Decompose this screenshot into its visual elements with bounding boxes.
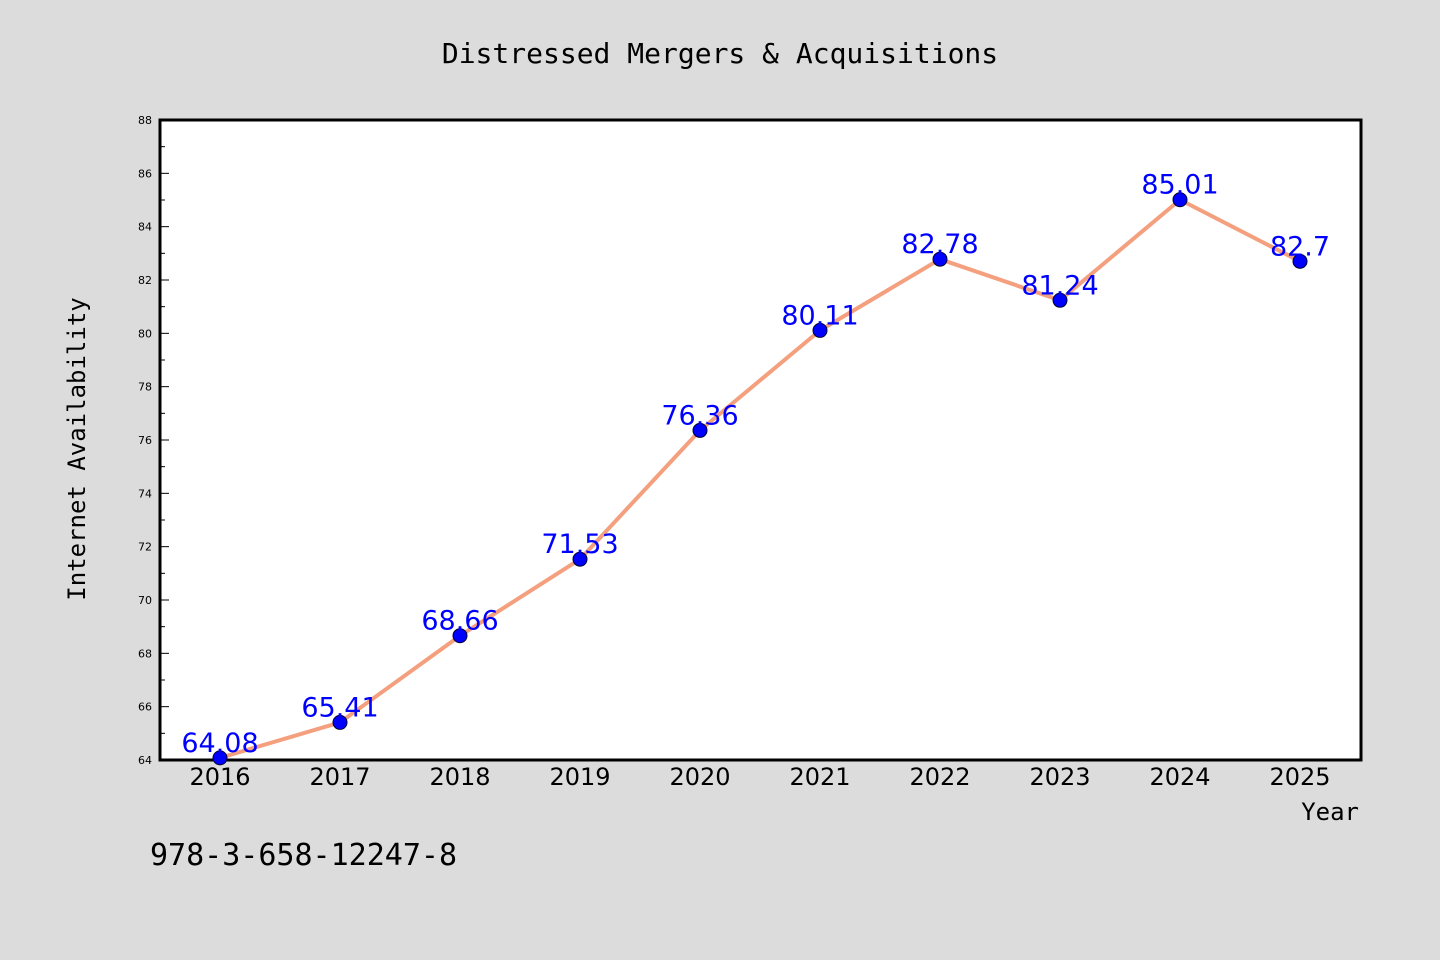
data-label: 64.08 bbox=[181, 728, 258, 759]
x-tick-label: 2025 bbox=[1269, 763, 1330, 791]
data-point bbox=[1292, 253, 1308, 269]
data-label: 82.78 bbox=[901, 229, 978, 260]
chart-title: Distressed Mergers & Acquisitions bbox=[442, 37, 998, 70]
data-label: 76.36 bbox=[661, 400, 738, 431]
x-tick-label: 2017 bbox=[309, 763, 370, 791]
data-label: 65.41 bbox=[301, 692, 378, 723]
data-point bbox=[932, 251, 948, 267]
data-point bbox=[332, 714, 348, 730]
y-tick-label: 72 bbox=[138, 541, 152, 554]
data-point bbox=[812, 322, 828, 338]
y-tick-label: 88 bbox=[138, 114, 152, 127]
data-point bbox=[572, 551, 588, 567]
data-point bbox=[452, 628, 468, 644]
data-point bbox=[1172, 192, 1188, 208]
plot-area bbox=[158, 118, 1363, 762]
x-tick-label: 2020 bbox=[669, 763, 730, 791]
data-label: 68.66 bbox=[421, 606, 498, 637]
x-tick-label: 2021 bbox=[789, 763, 850, 791]
y-tick-label: 84 bbox=[138, 221, 152, 234]
data-point bbox=[212, 750, 228, 766]
x-axis-label: Year bbox=[1301, 798, 1359, 826]
y-axis-ticks: 64 66 68 70 72 74 76 78 80 82 84 86 88 bbox=[138, 114, 169, 767]
data-point bbox=[1052, 292, 1068, 308]
y-tick-label: 78 bbox=[138, 381, 152, 394]
y-tick-label: 68 bbox=[138, 647, 152, 660]
series-line bbox=[218, 197, 1302, 760]
data-point bbox=[692, 422, 708, 438]
x-tick-label: 2023 bbox=[1029, 763, 1090, 791]
y-tick-label: 82 bbox=[138, 274, 152, 287]
y-tick-label: 80 bbox=[138, 327, 152, 340]
data-label: 82.7 bbox=[1270, 231, 1330, 262]
x-tick-label: 2018 bbox=[429, 763, 490, 791]
y-tick-label: 74 bbox=[138, 487, 152, 500]
y-axis-label: Internet Availability bbox=[63, 297, 91, 600]
x-tick-label: 2016 bbox=[189, 763, 250, 791]
y-tick-label: 86 bbox=[138, 167, 152, 180]
y-tick-label: 76 bbox=[138, 434, 152, 447]
x-tick-label: 2024 bbox=[1149, 763, 1210, 791]
x-tick-label: 2022 bbox=[909, 763, 970, 791]
series-layer bbox=[212, 192, 1308, 766]
data-label: 71.53 bbox=[541, 529, 618, 560]
data-label: 81.24 bbox=[1021, 270, 1098, 301]
y-tick-label: 70 bbox=[138, 594, 152, 607]
x-tick-label: 2019 bbox=[549, 763, 610, 791]
y-tick-label: 66 bbox=[138, 701, 152, 714]
data-label-layer: 64.08 65.41 68.66 71.53 76.36 80.11 82.78 81.24… bbox=[181, 170, 1330, 759]
isbn-text: 978-3-658-12247-8 bbox=[150, 838, 457, 873]
data-label: 80.11 bbox=[781, 300, 858, 331]
data-label: 85.01 bbox=[1141, 170, 1218, 201]
y-tick-label: 64 bbox=[138, 754, 152, 767]
x-axis-ticks: 2016 2017 2018 2019 2020 2021 2022 2023 2024 2025 bbox=[189, 763, 1330, 791]
